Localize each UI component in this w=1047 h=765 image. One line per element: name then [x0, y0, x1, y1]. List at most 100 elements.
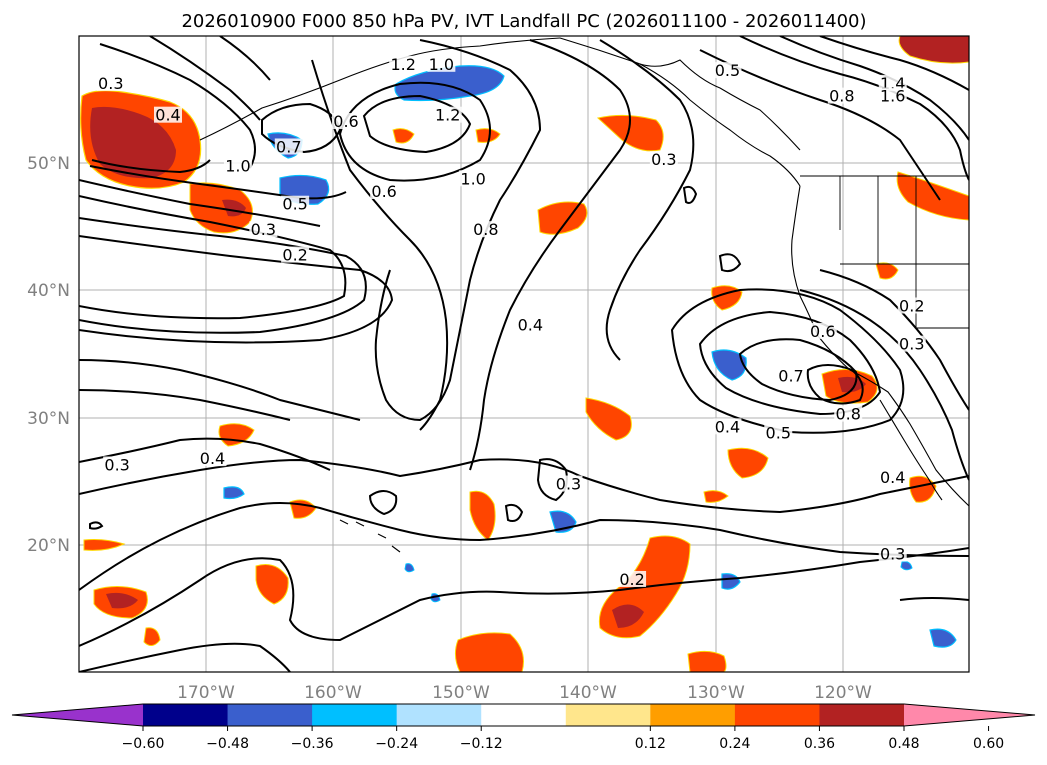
lon-tick-labels: 170°W 160°W 150°W 140°W 130°W 120°W: [177, 683, 872, 703]
colorbar-cell: [565, 704, 651, 726]
pv-patch-w: [909, 475, 937, 503]
contour-label-bg: [516, 316, 545, 333]
contour-label-bg: [878, 469, 907, 486]
contour-label-bg: [827, 87, 856, 104]
colorbar-cell: [819, 704, 905, 726]
contour-label: 1.0: [429, 55, 454, 74]
contour-0.4-west: [79, 195, 347, 320]
colorbar-extend-max: [904, 704, 1035, 726]
contour-label: 0.4: [715, 417, 740, 436]
contour-label-bg: [471, 221, 500, 238]
pv-patch-s: [143, 627, 161, 646]
contour-label: 0.7: [778, 366, 803, 385]
lon-tick-label: 120°W: [814, 683, 872, 703]
lon-tick-label: 170°W: [177, 683, 235, 703]
contour-label-bg: [96, 74, 125, 91]
contour-label: 0.8: [473, 220, 498, 239]
pv-neg-patch-f: [223, 486, 245, 500]
lon-tick-label: 150°W: [432, 683, 490, 703]
colorbar-tick-label: 0.48: [888, 736, 919, 752]
contour-label-bg: [223, 157, 252, 174]
colorbar-tick-label: 0.60: [973, 736, 1004, 752]
contour-trough-0.4: [469, 39, 631, 471]
map-frame: [78, 35, 970, 673]
pv-patch-t-core: [612, 604, 644, 628]
contour-label: 0.3: [104, 455, 129, 474]
contour-label-bg: [777, 367, 805, 384]
lat-tick-labels: 50°N 40°N 30°N 20°N: [27, 154, 70, 556]
pv-patch-p: [255, 564, 289, 605]
pv-patch-q-core: [106, 592, 138, 609]
pv-contours: [79, 36, 969, 672]
contour-0.5: [79, 179, 321, 227]
contour-west-0.3: [79, 359, 361, 421]
contour-ne-1: [739, 36, 969, 181]
pv-patch-u: [454, 632, 524, 672]
contour-label: 1.2: [435, 106, 460, 125]
contour-label-bg: [897, 335, 926, 352]
coast-baja: [879, 399, 943, 501]
contour-high-1.2: [362, 94, 472, 154]
lat-tick-label: 40°N: [27, 281, 70, 301]
contour-east-high-outer: [670, 288, 905, 434]
coast-gulf-alaska: [559, 37, 801, 187]
contour-ne-4: [699, 49, 941, 201]
contour-label: 1.0: [460, 169, 485, 188]
contour-west-0.4: [79, 389, 291, 421]
contour-label: 0.4: [880, 468, 905, 487]
pv-patch-e: [392, 128, 415, 144]
contour-east-high-0.5: [698, 310, 882, 416]
contour-coast-band: [799, 289, 969, 481]
pv-patch-n: [469, 490, 496, 541]
gridlines: [79, 36, 969, 672]
contour-label-bg: [154, 106, 182, 123]
contour-label-bg: [878, 74, 907, 91]
contour-label-bg: [459, 170, 488, 187]
pv-neg-patch-k: [900, 561, 913, 571]
colorbar-cell: [396, 704, 482, 726]
contour-label: 1.0: [225, 157, 250, 176]
contour-north-a: [149, 36, 261, 121]
contour-blob-3: [504, 503, 524, 522]
pv-patch-g: [896, 171, 969, 221]
contour-southeast: [899, 597, 969, 601]
contour-label-bg: [249, 221, 278, 238]
contour-label-bg: [713, 418, 742, 435]
contour-north-b: [219, 36, 271, 81]
contour-label: 0.4: [200, 449, 225, 468]
contour-label-bg: [878, 545, 907, 562]
pv-neg-patch-d: [711, 349, 747, 381]
colorbar: −0.60 −0.48 −0.36 −0.24 −0.12 0.12 0.24 0.36 0.4…: [11, 703, 1036, 752]
contour-label: 1.6: [880, 87, 905, 106]
contour-trough-0.6: [374, 39, 542, 422]
pv-patch-k: [585, 397, 632, 441]
contour-south-0.2: [79, 547, 969, 647]
coast-alaska: [199, 37, 561, 141]
colorbar-tick-label: −0.12: [460, 736, 503, 752]
contour-1.0-west: [91, 159, 211, 174]
contour-label: 0.2: [282, 246, 307, 265]
pv-neg-patch-h: [929, 628, 957, 648]
colorbar-cell: [650, 704, 736, 726]
contour-label: 0.3: [880, 545, 905, 564]
pv-patch-f: [898, 36, 969, 64]
colorbar-tick-labels: −0.60 −0.48 −0.36 −0.24 −0.12 0.12 0.24 0.36 0.4…: [122, 726, 1004, 752]
contour-label-bg: [370, 183, 399, 199]
contour-label-bg: [332, 113, 360, 130]
contour-east-high-0.7: [738, 338, 858, 402]
map-plot-area: 0.3 0.4 1.0 0.7 0.6 1.2 1.0 1.2 1.0 0.6 0.5 0.3 0.2 0…: [78, 35, 970, 673]
pv-patch-r: [83, 539, 126, 551]
contour-label-bg: [198, 450, 227, 467]
pv-patch-c: [596, 114, 664, 152]
colorbar-tick-label: 0.24: [719, 736, 750, 752]
contour-label-bg: [427, 55, 456, 72]
colorbar-tick-label: 0.36: [804, 736, 835, 752]
contour-coast-band-2: [819, 269, 969, 411]
contour-0.7: [89, 165, 347, 200]
contour-label: 0.4: [155, 106, 180, 125]
colorbar-cell: [227, 704, 313, 726]
contour-label: 0.3: [556, 475, 581, 494]
contour-label: 0.3: [251, 220, 276, 239]
contour-label: 0.3: [98, 74, 123, 93]
